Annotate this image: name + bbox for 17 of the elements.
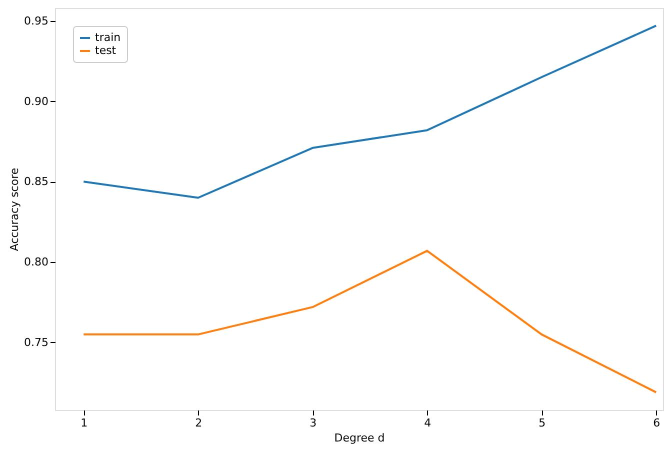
line-series <box>82 24 658 199</box>
x-tick-label: 1 <box>80 416 88 430</box>
x-tick-label: 2 <box>195 416 202 430</box>
y-tick-label: 0.85 <box>24 175 48 188</box>
x-tick-label: 4 <box>424 416 432 430</box>
x-tick-label: 3 <box>310 416 317 430</box>
y-axis-title: Accuracy score <box>8 168 22 252</box>
x-axis-title: Degree d <box>334 432 385 444</box>
line-series <box>82 250 658 394</box>
y-tick-label: 0.75 <box>24 336 48 349</box>
y-tick-label: 0.80 <box>24 256 48 269</box>
x-tick-label: 5 <box>538 416 546 430</box>
legend-label: train <box>95 31 121 44</box>
y-tick-label: 0.95 <box>24 14 48 28</box>
x-tick-label: 6 <box>653 416 660 430</box>
y-tick-label: 0.90 <box>24 94 48 108</box>
legend-label: test <box>95 44 117 57</box>
